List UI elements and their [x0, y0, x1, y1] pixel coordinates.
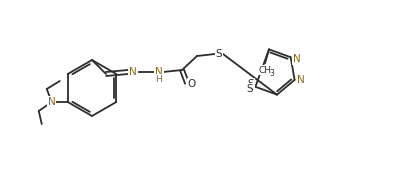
Text: CH: CH: [258, 66, 271, 75]
Text: N: N: [297, 75, 304, 85]
Text: N: N: [155, 67, 163, 77]
Text: N: N: [129, 67, 137, 77]
Text: 3: 3: [270, 69, 274, 78]
Text: S: S: [247, 79, 254, 89]
Text: N: N: [48, 97, 55, 107]
Text: S: S: [246, 84, 253, 94]
Text: N: N: [293, 54, 300, 64]
Text: O: O: [188, 79, 196, 89]
Text: S: S: [216, 49, 222, 59]
Text: H: H: [156, 75, 163, 83]
